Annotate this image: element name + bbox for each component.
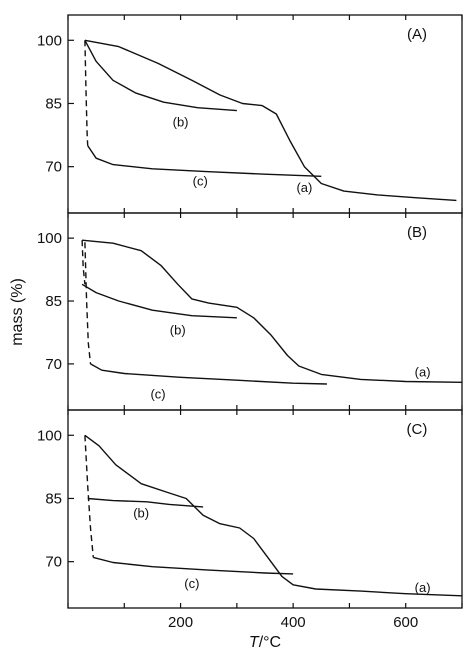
series-label: (a) [296, 180, 312, 195]
x-axis-title-variable: T [249, 634, 260, 651]
series-line [84, 434, 463, 597]
series-line [84, 39, 457, 202]
y-tick-label: 70 [45, 159, 62, 176]
panel-1: 100 85 70 (A) (a) (b) (c) [37, 14, 463, 214]
series-line [87, 145, 322, 177]
x-axis-title: T/°C [249, 634, 281, 651]
x-axis-title-unit: /°C [259, 634, 281, 651]
y-tick-label: 85 [45, 293, 62, 310]
dashed-connector-line [84, 40, 89, 146]
panel-label: (A) [407, 26, 427, 43]
series-label: (c) [193, 174, 208, 189]
y-tick-label: 100 [37, 427, 62, 444]
y-tick-label: 100 [37, 32, 62, 49]
panel-frame [67, 409, 463, 609]
panel-label: (C) [407, 421, 428, 438]
series-line [87, 497, 204, 508]
series-label: (a) [415, 580, 431, 595]
x-tick-label: 400 [281, 614, 306, 631]
panel-frame [67, 212, 463, 411]
x-tick-label: 600 [393, 614, 418, 631]
series-line [93, 556, 294, 575]
series-label: (c) [150, 386, 165, 401]
y-tick-label: 70 [45, 356, 62, 373]
panel-3: 100 85 70 (C) (a) (b) (c) [37, 409, 463, 609]
series-line [81, 283, 237, 319]
series-label: (c) [184, 576, 199, 591]
series-label: (b) [133, 505, 149, 520]
y-axis-title: mass (%) [9, 278, 26, 346]
series-line [82, 239, 463, 383]
panel-frame [67, 14, 463, 214]
panel-label: (B) [407, 224, 427, 241]
series-label: (b) [173, 115, 189, 130]
y-tick-label: 70 [45, 554, 62, 571]
panels-group: 1008570(A)(a)(b)(c)1008570(B)(a)(b)(c)10… [37, 14, 463, 631]
series-line [90, 363, 327, 385]
y-tick-label: 85 [45, 95, 62, 112]
series-line [84, 39, 237, 112]
dashed-connector-line [84, 242, 92, 364]
y-tick-label: 85 [45, 490, 62, 507]
dashed-connector-line [84, 435, 94, 558]
y-tick-label: 100 [37, 230, 62, 247]
series-label: (b) [170, 323, 186, 338]
panel-2: 100 85 70 (B) (a) (b) (c) [37, 212, 463, 411]
x-tick-label: 200 [168, 614, 193, 631]
series-label: (a) [415, 364, 431, 379]
